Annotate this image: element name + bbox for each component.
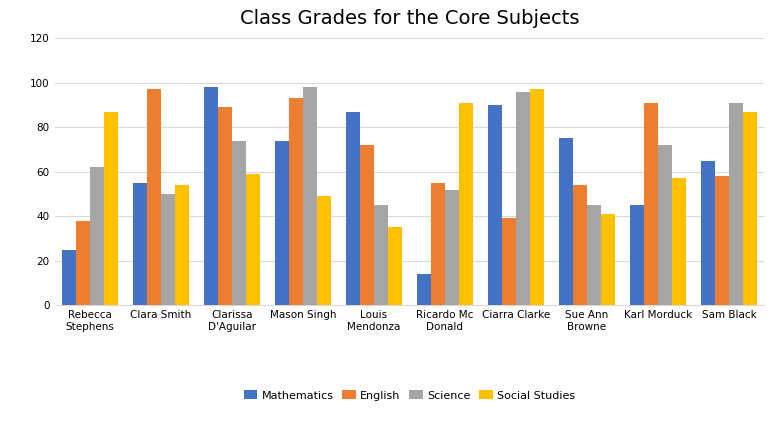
Bar xyxy=(218,107,232,305)
Bar xyxy=(743,112,757,305)
Bar xyxy=(90,167,105,305)
Bar xyxy=(502,218,516,305)
Bar xyxy=(558,138,573,305)
Legend: Mathematics, English, Science, Social Studies: Mathematics, English, Science, Social St… xyxy=(239,386,580,405)
Bar xyxy=(176,185,190,305)
Bar xyxy=(303,87,317,305)
Bar xyxy=(417,274,431,305)
Bar xyxy=(700,161,714,305)
Bar xyxy=(161,194,176,305)
Bar xyxy=(246,174,261,305)
Bar xyxy=(573,185,587,305)
Bar xyxy=(729,103,743,305)
Bar xyxy=(133,183,147,305)
Bar xyxy=(232,141,246,305)
Bar xyxy=(644,103,658,305)
Bar xyxy=(672,179,686,305)
Bar xyxy=(204,87,218,305)
Bar xyxy=(147,89,161,305)
Bar xyxy=(658,145,672,305)
Bar xyxy=(587,205,601,305)
Bar xyxy=(516,92,530,305)
Title: Class Grades for the Core Subjects: Class Grades for the Core Subjects xyxy=(239,9,580,28)
Bar xyxy=(431,183,445,305)
Bar xyxy=(459,103,473,305)
Bar xyxy=(346,112,360,305)
Bar xyxy=(317,196,332,305)
Bar xyxy=(388,227,402,305)
Bar xyxy=(275,141,289,305)
Bar xyxy=(445,190,459,305)
Bar xyxy=(360,145,374,305)
Bar xyxy=(62,250,76,305)
Bar xyxy=(289,98,303,305)
Bar xyxy=(488,105,502,305)
Bar xyxy=(105,112,119,305)
Bar xyxy=(601,214,615,305)
Bar xyxy=(374,205,388,305)
Bar xyxy=(629,205,644,305)
Bar xyxy=(76,220,90,305)
Bar xyxy=(714,176,729,305)
Bar xyxy=(530,89,544,305)
